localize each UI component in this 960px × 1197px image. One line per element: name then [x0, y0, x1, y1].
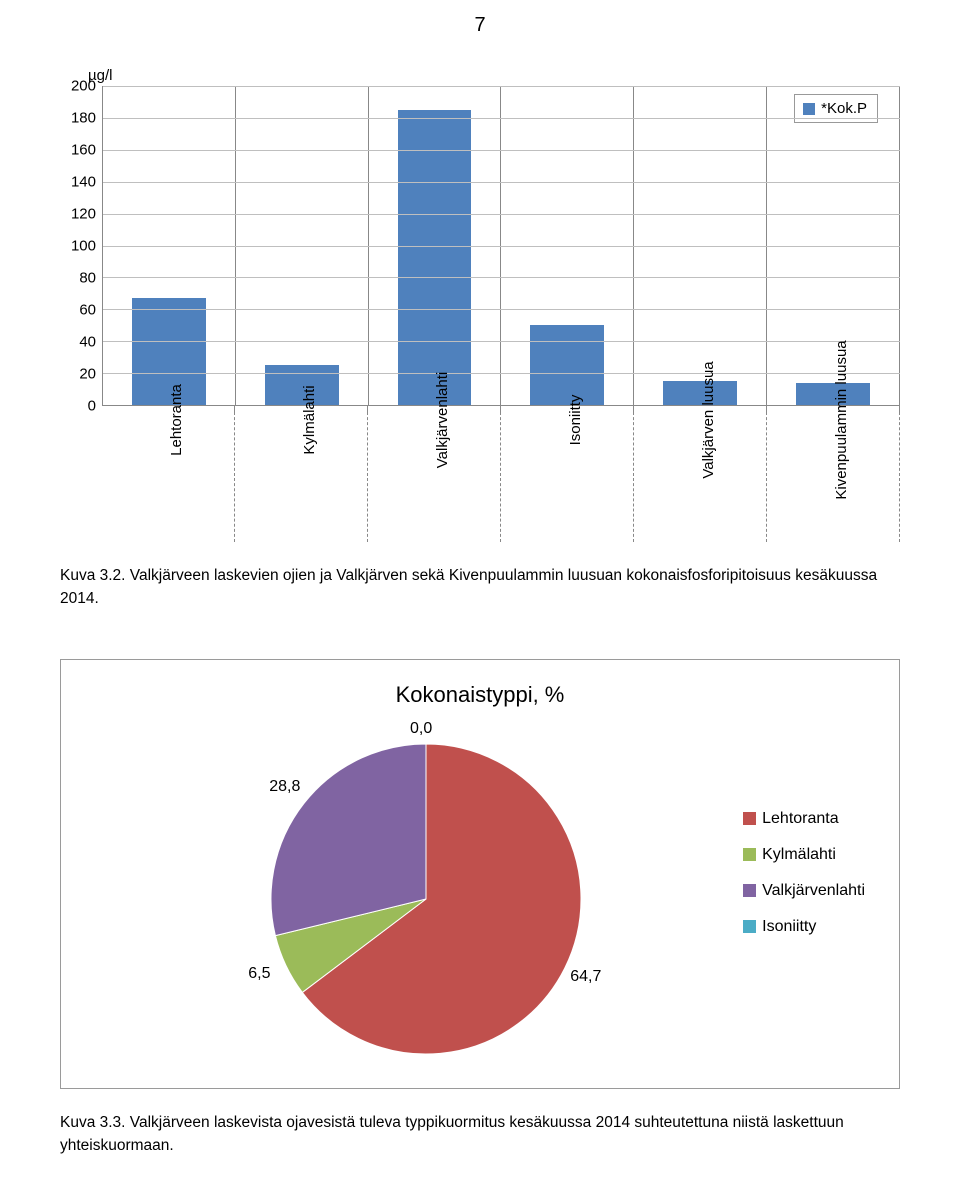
- gridline: [103, 182, 900, 183]
- gridline: [103, 214, 900, 215]
- bar-legend-swatch: [803, 103, 815, 115]
- pie-chart-title: Kokonaistyppi, %: [85, 682, 875, 708]
- pie-legend-item: Valkjärvenlahti: [743, 882, 865, 900]
- pie-svg-wrap: [261, 734, 591, 1064]
- bar-plot-area: *Kok.P: [102, 86, 900, 406]
- pie-legend-item: Lehtoranta: [743, 810, 865, 828]
- pie-chart-caption: Kuva 3.3. Valkjärveen laskevista ojavesi…: [60, 1111, 900, 1158]
- y-tick-label: 100: [71, 238, 96, 255]
- gridline: [103, 86, 900, 87]
- pie-data-label: 64,7: [570, 968, 601, 986]
- y-tick-label: 0: [88, 398, 96, 415]
- pie-chart: [261, 734, 591, 1064]
- pie-data-label: 0,0: [410, 720, 432, 738]
- gridline: [103, 246, 900, 247]
- bar-x-labels: LehtorantaKylmälahtiValkjärvenlahtiIsoni…: [102, 412, 900, 542]
- pie-legend-label: Valkjärvenlahti: [762, 882, 865, 900]
- page: 7 µg/l 0 20 40 60 80 100 120 140 160 180 200 *Kok.…: [0, 0, 960, 1197]
- x-label: Isoniitty: [501, 412, 634, 542]
- y-tick-label: 60: [79, 302, 96, 319]
- pie-legend-swatch: [743, 920, 756, 933]
- gridline: [103, 118, 900, 119]
- bar-chart: 020406080100120140160180200 *Kok.P: [60, 86, 900, 406]
- y-tick-label: 40: [79, 334, 96, 351]
- y-tick-label: 120: [71, 206, 96, 223]
- pie-data-label: 28,8: [269, 778, 300, 796]
- gridline: [103, 150, 900, 151]
- gridline: [103, 277, 900, 278]
- y-tick-label: 20: [79, 366, 96, 383]
- x-label: Kivenpuulammin luusua: [767, 412, 900, 542]
- pie-legend-label: Lehtoranta: [762, 810, 839, 828]
- y-tick-label: 140: [71, 174, 96, 191]
- y-tick-label: 160: [71, 142, 96, 159]
- bar-y-axis: 020406080100120140160180200: [60, 86, 102, 406]
- pie-legend-swatch: [743, 848, 756, 861]
- y-tick-label: 180: [71, 110, 96, 127]
- x-label: Valkjärvenlahti: [368, 412, 501, 542]
- pie-legend-label: Isoniitty: [762, 918, 816, 936]
- y-tick-label: 80: [79, 270, 96, 287]
- pie-legend-swatch: [743, 884, 756, 897]
- gridline: [103, 309, 900, 310]
- gridline: [103, 373, 900, 374]
- x-label: Valkjärven luusua: [634, 412, 767, 542]
- bar-legend-label: *Kok.P: [821, 100, 867, 117]
- x-label: Kylmälahti: [235, 412, 368, 542]
- bar: [398, 110, 472, 405]
- y-tick-label: 200: [71, 78, 96, 95]
- gridline: [103, 341, 900, 342]
- y-axis-title: µg/l: [88, 67, 900, 84]
- bar: [530, 325, 604, 405]
- pie-legend-label: Kylmälahti: [762, 846, 836, 864]
- bar-chart-caption: Kuva 3.2. Valkjärveen laskevien ojien ja…: [60, 564, 900, 611]
- page-number: 7: [60, 0, 900, 67]
- pie-legend-item: Isoniitty: [743, 918, 865, 936]
- x-label: Lehtoranta: [102, 412, 235, 542]
- pie-legend: Lehtoranta Kylmälahti Valkjärvenlahti Isoni…: [743, 810, 865, 954]
- pie-legend-swatch: [743, 812, 756, 825]
- pie-legend-item: Kylmälahti: [743, 846, 865, 864]
- pie-data-label: 6,5: [248, 965, 270, 983]
- bar-chart-container: µg/l 020406080100120140160180200 *Kok.P …: [60, 67, 900, 542]
- pie-chart-panel: Kokonaistyppi, % Lehtoranta Kylmälahti Val…: [60, 659, 900, 1089]
